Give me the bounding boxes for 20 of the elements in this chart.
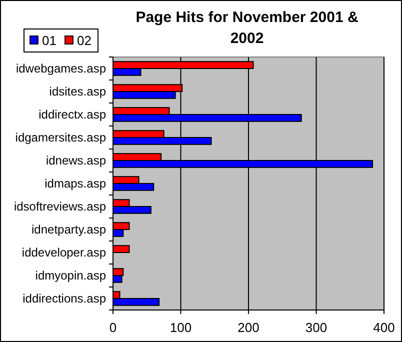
y-tick-label: idwebgames.asp bbox=[16, 62, 106, 76]
y-tick-label: iddirections.asp bbox=[22, 292, 106, 306]
legend-label: 01 bbox=[42, 33, 56, 48]
x-tick-label: 200 bbox=[238, 320, 260, 335]
y-tick-label: idsoftreviews.asp bbox=[14, 200, 106, 214]
y-tick-label: idmyopin.asp bbox=[35, 268, 106, 282]
y-tick-label: idnetparty.asp bbox=[32, 222, 106, 236]
x-tick-label: 100 bbox=[170, 320, 192, 335]
y-tick-label: idmaps.asp bbox=[44, 176, 106, 190]
y-tick-label: idgamersites.asp bbox=[15, 130, 106, 144]
y-tick-label: idnews.asp bbox=[46, 154, 106, 168]
y-tick-label: iddirectx.asp bbox=[38, 108, 106, 122]
y-tick-label: iddeveloper.asp bbox=[22, 246, 106, 260]
x-tick-label: 400 bbox=[373, 320, 395, 335]
x-tick-label: 300 bbox=[305, 320, 328, 335]
y-tick-label: idsites.asp bbox=[49, 84, 106, 98]
x-tick-label: 0 bbox=[109, 320, 117, 335]
bar bbox=[112, 245, 130, 253]
legend-label: 02 bbox=[77, 33, 92, 48]
chart-title: Page Hits for November 2001 & 2002 bbox=[136, 9, 358, 47]
